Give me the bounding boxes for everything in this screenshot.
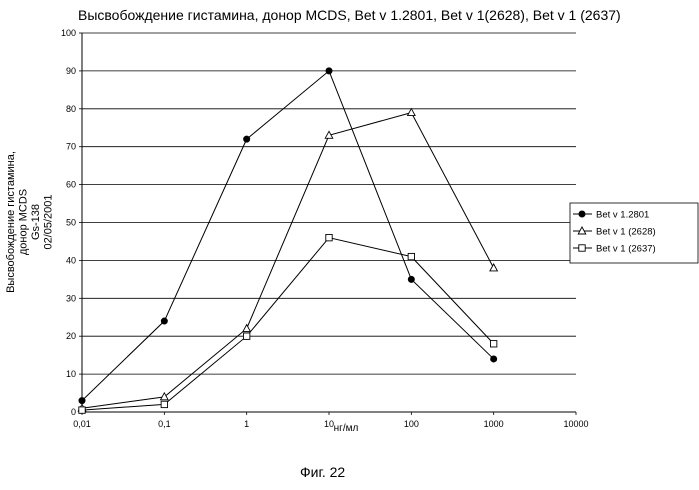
data-point: [161, 318, 167, 324]
data-point: [491, 356, 497, 362]
legend-label: Bet v 1 (2628): [596, 227, 656, 238]
y-tick-label: 0: [71, 407, 76, 417]
y-tick-label: 20: [66, 331, 76, 341]
x-tick-label: 0,01: [73, 419, 91, 429]
data-point: [408, 253, 414, 259]
x-tick-label: 1: [244, 419, 249, 429]
x-tick-label: 10: [324, 419, 334, 429]
x-tick-label: 1000: [484, 419, 504, 429]
y-tick-label: 40: [66, 255, 76, 265]
legend-label: Bet v 1.2801: [596, 210, 649, 221]
y-axis-label-line: донор MCDS: [18, 189, 30, 255]
legend-marker: [579, 211, 585, 217]
x-tick-label: 100: [404, 419, 419, 429]
data-point: [326, 234, 332, 240]
x-tick-label: 10000: [563, 419, 588, 429]
y-axis-label-line: 02/05/2001: [43, 194, 55, 249]
y-tick-label: 80: [66, 104, 76, 114]
x-axis-label: нг/мл: [334, 423, 359, 434]
data-point: [79, 407, 85, 413]
chart-title: Высвобождение гистамина, донор MCDS, Bet…: [78, 7, 621, 23]
figure-caption: Фиг. 22: [300, 464, 345, 480]
y-tick-label: 90: [66, 66, 76, 76]
legend-marker: [579, 245, 585, 251]
legend-label: Bet v 1 (2637): [596, 244, 656, 255]
legend: Bet v 1.2801 Bet v 1 (2628) Bet v 1 (2637): [570, 203, 698, 263]
y-tick-label: 50: [66, 218, 76, 228]
data-point: [490, 341, 496, 347]
y-tick-label: 100: [61, 28, 76, 38]
y-tick-label: 70: [66, 142, 76, 152]
data-point: [161, 401, 167, 407]
data-point: [326, 68, 332, 74]
x-tick-label: 0,1: [158, 419, 171, 429]
data-point: [79, 398, 85, 404]
data-point: [408, 276, 414, 282]
y-axis-label-line: Gs-138: [30, 204, 42, 240]
y-tick-label: 30: [66, 293, 76, 303]
y-axis-label-line: Высвобождение гистамина,: [5, 151, 17, 293]
data-point: [243, 333, 249, 339]
y-tick-label: 60: [66, 180, 76, 190]
data-point: [244, 136, 250, 142]
y-tick-label: 10: [66, 369, 76, 379]
